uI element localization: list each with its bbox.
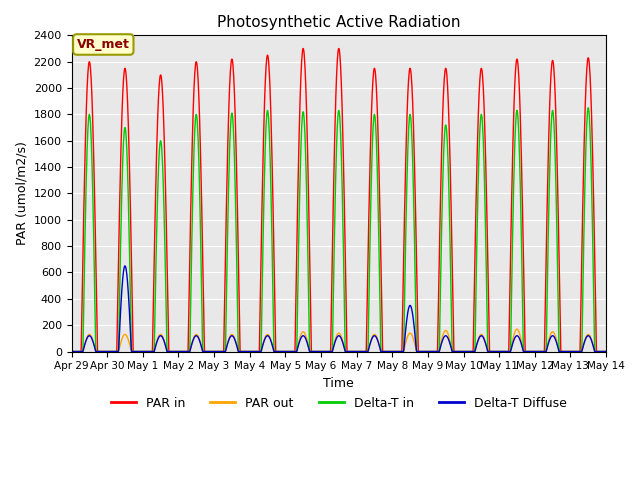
X-axis label: Time: Time bbox=[323, 377, 354, 390]
Text: VR_met: VR_met bbox=[77, 38, 130, 51]
Title: Photosynthetic Active Radiation: Photosynthetic Active Radiation bbox=[217, 15, 461, 30]
Y-axis label: PAR (umol/m2/s): PAR (umol/m2/s) bbox=[15, 142, 28, 245]
Legend: PAR in, PAR out, Delta-T in, Delta-T Diffuse: PAR in, PAR out, Delta-T in, Delta-T Dif… bbox=[106, 392, 572, 415]
